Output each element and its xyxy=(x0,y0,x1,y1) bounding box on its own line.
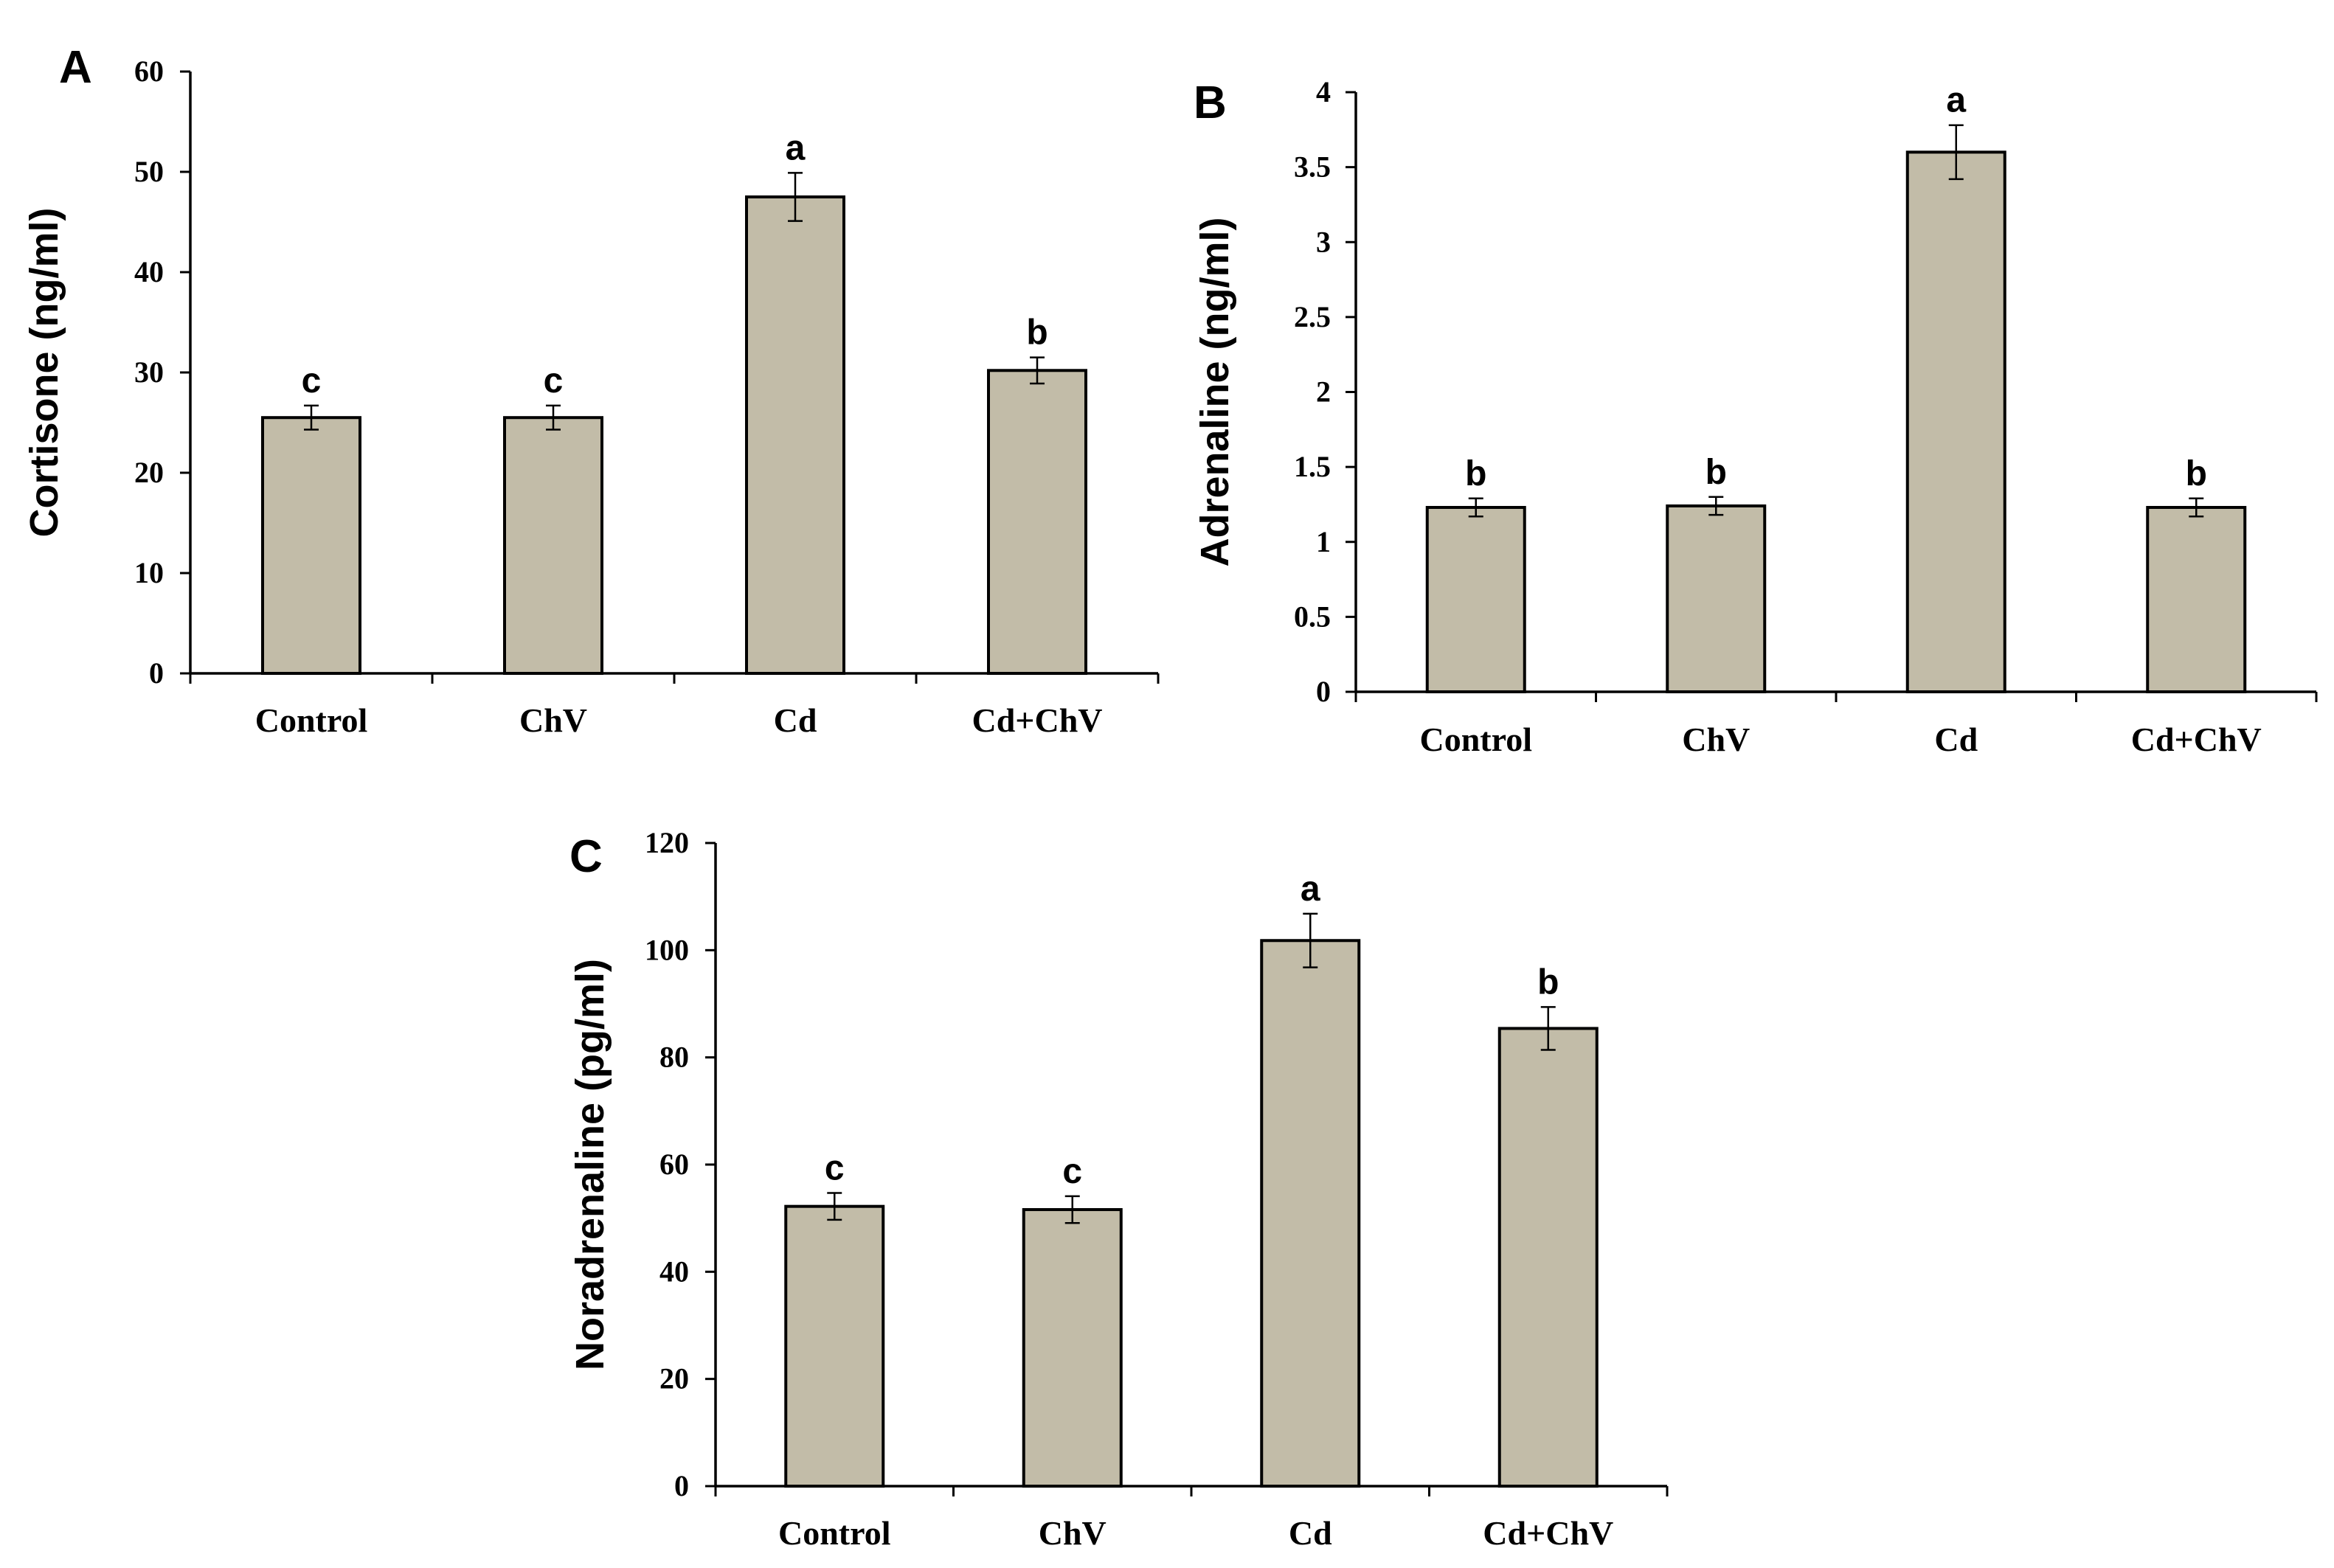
x-category-label: Cd+ChV xyxy=(2131,721,2262,758)
significance-letter: c xyxy=(544,361,564,400)
y-tick-label: 3.5 xyxy=(1294,150,1331,184)
significance-letter: b xyxy=(2186,454,2207,493)
panel-letter: A xyxy=(59,42,92,93)
y-tick-label: 4 xyxy=(1316,75,1331,108)
y-tick-label: 20 xyxy=(134,456,164,489)
significance-letter: c xyxy=(1062,1152,1082,1191)
y-tick-label: 40 xyxy=(134,255,164,288)
x-category-label: Control xyxy=(778,1514,891,1552)
bar-chv xyxy=(503,416,603,675)
bar-chv xyxy=(1022,1208,1123,1488)
bar-cd xyxy=(1905,150,2006,694)
panel-letter: B xyxy=(1194,77,1227,128)
y-tick-label: 10 xyxy=(134,556,164,589)
significance-letter: b xyxy=(1706,453,1727,492)
x-category-label: Cd xyxy=(1289,1514,1332,1552)
significance-letter: a xyxy=(786,128,806,167)
y-tick-label: 0 xyxy=(1316,675,1331,708)
y-tick-label: 30 xyxy=(134,355,164,389)
y-tick-label: 2 xyxy=(1316,375,1331,409)
bar-cdchv xyxy=(2146,506,2247,693)
x-category-label: Cd xyxy=(1934,721,1978,758)
bar-cdchv xyxy=(987,369,1087,675)
y-axis-title: Adrenaline (ng/ml) xyxy=(1193,217,1237,566)
y-tick-label: 0 xyxy=(149,656,164,690)
y-tick-label: 40 xyxy=(659,1255,689,1288)
y-tick-label: 2.5 xyxy=(1294,300,1331,333)
x-category-label: Cd+ChV xyxy=(1483,1514,1613,1552)
significance-letter: c xyxy=(825,1149,845,1188)
bar-cd xyxy=(745,195,845,675)
significance-letter: b xyxy=(1537,962,1559,1002)
significance-letter: b xyxy=(1465,454,1486,493)
y-tick-label: 60 xyxy=(134,55,164,88)
y-tick-label: 1.5 xyxy=(1294,450,1331,483)
panel-c: C Noradrenaline (pg/ml) 0 20 40 60 80 100 120 c Co… xyxy=(568,826,1669,1552)
y-tick-label: 120 xyxy=(645,826,689,859)
x-category-label: Cd xyxy=(774,701,817,739)
significance-letter: c xyxy=(302,361,322,400)
panel-b: B Adrenaline (ng/ml) 0 0.5 1 1.5 2 2.5 3 3.5 4 b Con… xyxy=(1193,75,2318,758)
x-category-label: ChV xyxy=(519,701,587,739)
y-tick-label: 1 xyxy=(1316,525,1331,558)
y-tick-label: 60 xyxy=(659,1148,689,1181)
y-tick-label: 50 xyxy=(134,155,164,188)
x-category-label: Control xyxy=(255,701,368,739)
x-category-label: Cd+ChV xyxy=(972,701,1102,739)
bar-control xyxy=(261,416,361,675)
bar-cd xyxy=(1260,939,1361,1488)
bar-chv xyxy=(1666,504,1767,693)
panel-letter: C xyxy=(569,831,603,882)
x-category-label: ChV xyxy=(1682,721,1750,758)
bar-control xyxy=(784,1204,885,1488)
y-tick-label: 0.5 xyxy=(1294,600,1331,633)
y-axis-title: Noradrenaline (pg/ml) xyxy=(568,959,612,1370)
bar-control xyxy=(1425,506,1526,693)
y-tick-label: 0 xyxy=(674,1469,689,1502)
y-tick-label: 20 xyxy=(659,1362,689,1395)
x-category-label: Control xyxy=(1420,721,1533,758)
significance-letter: b xyxy=(1026,313,1047,353)
y-tick-label: 100 xyxy=(645,933,689,966)
significance-letter: a xyxy=(1301,870,1320,909)
bar-cdchv xyxy=(1497,1027,1599,1488)
significance-letter: a xyxy=(1946,81,1966,120)
panel-a: A Cortisone (ng/ml) 0 10 20 30 40 50 60 c Control c… xyxy=(22,42,1160,739)
y-axis-title: Cortisone (ng/ml) xyxy=(22,208,66,538)
x-category-label: ChV xyxy=(1039,1514,1107,1552)
y-tick-label: 3 xyxy=(1316,225,1331,258)
y-tick-label: 80 xyxy=(659,1041,689,1074)
